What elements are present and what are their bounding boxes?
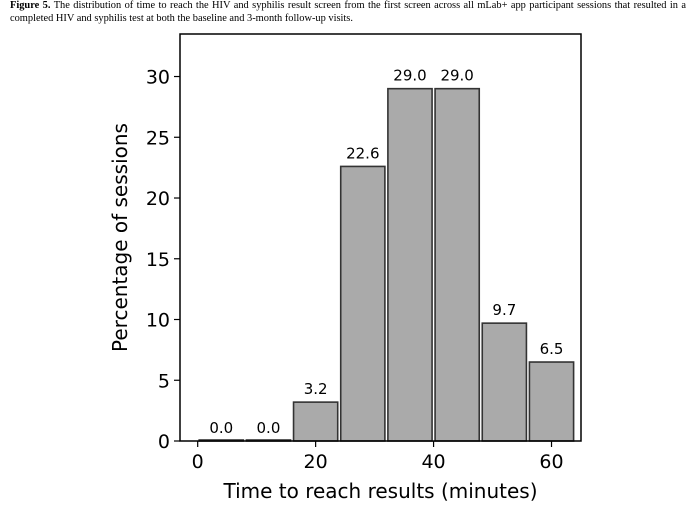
bar-value-label: 0.0 (209, 419, 233, 437)
x-tick-label: 60 (539, 451, 563, 473)
bars-group (198, 87, 575, 442)
y-tick-label: 30 (146, 67, 170, 89)
bar (434, 87, 481, 442)
bar (387, 87, 433, 442)
x-axis-title: Time to reach results (minutes) (222, 479, 537, 503)
y-tick-label: 10 (146, 310, 170, 332)
bar (339, 165, 386, 442)
bar (528, 361, 575, 442)
x-axis: 0 20 40 60 (192, 441, 564, 473)
bar-value-label: 22.6 (346, 144, 379, 162)
bar (292, 401, 339, 442)
bar-value-label: 6.5 (540, 340, 564, 358)
figure-caption: Figure 5. The distribution of time to re… (10, 0, 686, 25)
bar-value-label: 0.0 (257, 419, 281, 437)
bar (481, 322, 528, 442)
y-tick-label: 0 (158, 431, 170, 453)
y-axis-title: Percentage of sessions (108, 123, 132, 352)
y-tick-label: 15 (146, 249, 170, 271)
y-tick-label: 20 (146, 188, 170, 210)
bar-value-label: 3.2 (304, 380, 328, 398)
data-labels-group: 0.0 0.0 3.2 22.6 29.0 29.0 9.7 6.5 (209, 67, 563, 437)
y-tick-label: 5 (158, 370, 170, 392)
bar-value-label: 29.0 (440, 67, 473, 85)
caption-label: Figure 5. (10, 0, 51, 11)
x-tick-label: 40 (421, 451, 445, 473)
bar-value-label: 9.7 (492, 301, 516, 319)
x-tick-label: 0 (192, 451, 204, 473)
bar-value-label: 29.0 (393, 67, 426, 85)
caption-text: The distribution of time to reach the HI… (10, 0, 686, 24)
x-tick-label: 20 (304, 451, 328, 473)
y-tick-label: 25 (146, 127, 170, 149)
plot-frame (179, 33, 582, 442)
y-axis: 0 5 10 15 20 25 30 (146, 67, 180, 453)
